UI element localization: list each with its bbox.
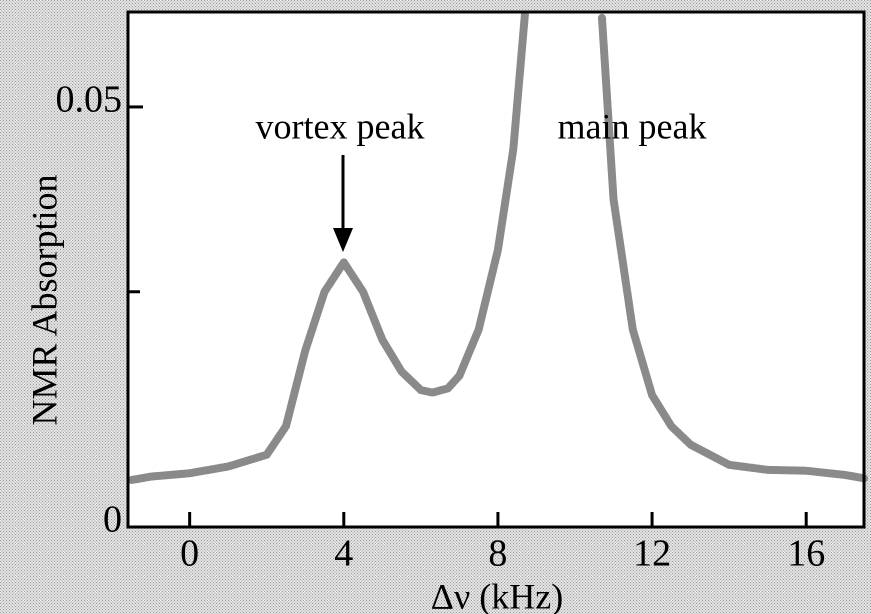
- y-axis-label: NMR Absorption: [24, 174, 64, 425]
- x-tick-label: 8: [488, 533, 507, 575]
- y-tick-label: 0: [103, 499, 122, 541]
- arrow-head: [333, 228, 353, 252]
- x-axis-label: Δν (kHz): [431, 576, 563, 614]
- x-tick-label: 12: [633, 533, 671, 575]
- y-tick-label: 0.05: [56, 79, 123, 121]
- plot-frame: [126, 10, 866, 529]
- annotation: vortex peak: [256, 106, 425, 146]
- x-tick-label: 4: [334, 533, 353, 575]
- annotation: main peak: [558, 106, 707, 146]
- x-tick-label: 16: [787, 533, 825, 575]
- x-tick-label: 0: [180, 533, 199, 575]
- data-line: [127, 10, 868, 484]
